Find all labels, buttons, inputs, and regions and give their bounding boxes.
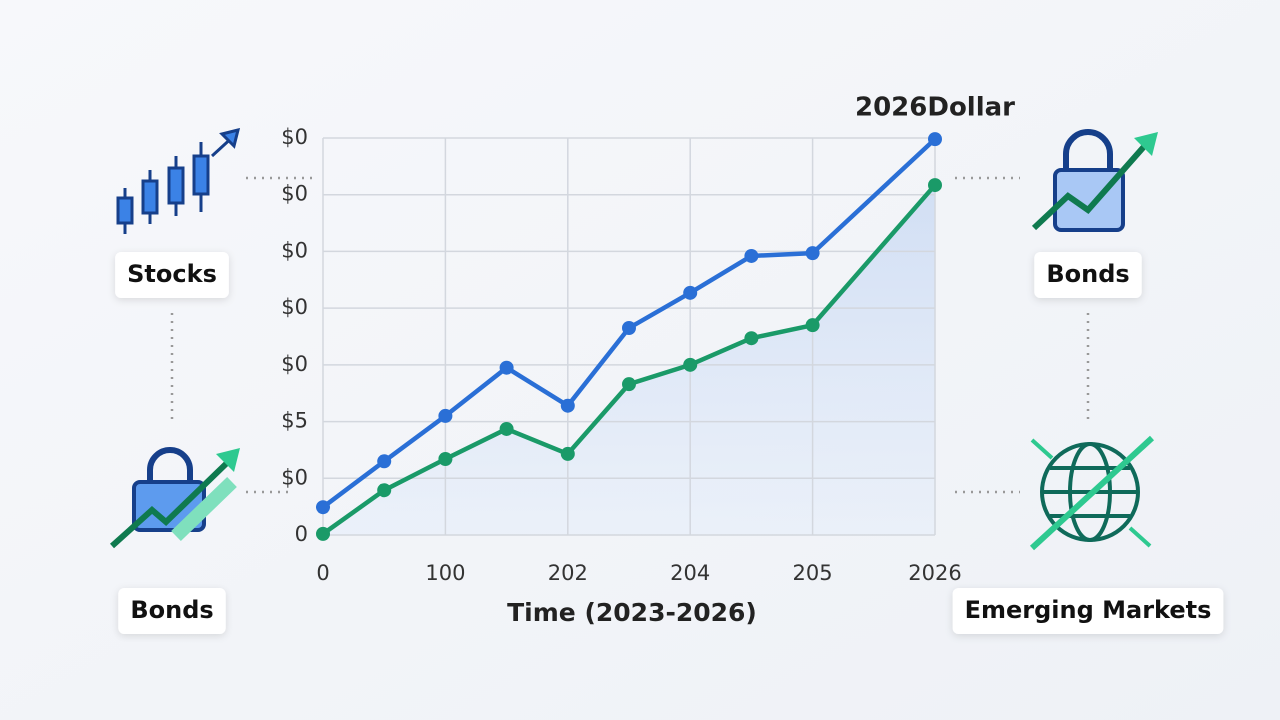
y-tick-label: $5 <box>281 409 308 433</box>
y-tick-label: $0 <box>281 465 308 489</box>
bonds-icon <box>1031 129 1158 232</box>
point <box>805 318 820 333</box>
x-tick-label: 204 <box>670 561 710 585</box>
x-tick-label: 100 <box>425 561 465 585</box>
label-box <box>1034 252 1142 298</box>
markets-icon <box>1029 435 1155 551</box>
x-tick-label: 0 <box>316 561 329 585</box>
x-tick-label: 202 <box>548 561 588 585</box>
y-tick-label: $0 <box>281 238 308 262</box>
point <box>499 360 514 375</box>
point <box>744 331 759 346</box>
point <box>377 483 392 498</box>
point <box>928 132 942 147</box>
stocks-icon <box>116 127 241 234</box>
label-box <box>952 588 1224 634</box>
labels: Stocks Bonds Bonds Emerging Markets <box>115 252 1224 634</box>
point <box>683 285 698 300</box>
point <box>560 398 575 413</box>
x-tick-label: 2026 <box>908 561 961 585</box>
point <box>683 357 698 372</box>
point <box>928 178 942 193</box>
plot: 0 $0 $5 $0 $0 $0 $0 $0 0 100 202 204 205 2026 <box>281 125 961 585</box>
point <box>622 377 636 392</box>
series-line <box>321 183 937 536</box>
label-box <box>118 588 226 634</box>
x-axis-title: Time (2023-2026) <box>507 598 757 627</box>
point <box>499 421 514 436</box>
point <box>377 454 392 469</box>
chart-title: 2026Dollar <box>855 93 1015 123</box>
y-tick-label: $0 <box>281 295 308 319</box>
point <box>744 248 759 263</box>
label: Bonds <box>130 596 213 624</box>
area <box>323 185 935 535</box>
point <box>622 320 636 335</box>
y-tick-label: $0 <box>281 182 308 206</box>
point <box>316 500 330 515</box>
label: Stocks <box>127 260 217 288</box>
point <box>438 408 453 423</box>
y-tick-label: $0 <box>281 352 308 376</box>
point <box>438 452 453 467</box>
label: Emerging Markets <box>965 596 1212 624</box>
y-tick-label: $0 <box>281 125 308 149</box>
y-tick-label: 0 <box>295 522 308 546</box>
point <box>316 526 330 541</box>
connectors <box>170 176 1090 494</box>
label-box <box>115 252 229 298</box>
point <box>805 246 820 261</box>
series-line <box>321 137 937 510</box>
point <box>560 446 575 461</box>
x-tick-label: 205 <box>793 561 833 585</box>
label: Bonds <box>1046 260 1129 288</box>
bonds-icon <box>109 447 240 549</box>
